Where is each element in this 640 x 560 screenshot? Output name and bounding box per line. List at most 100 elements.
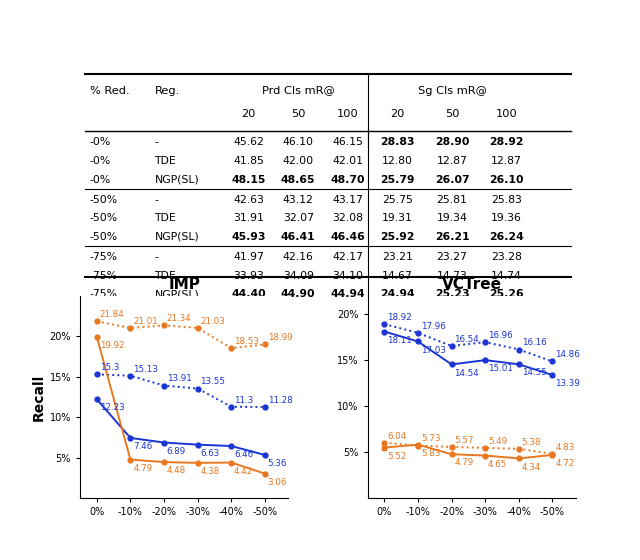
Text: 5.57: 5.57 (454, 436, 474, 445)
Text: 21.34: 21.34 (167, 314, 191, 323)
Text: 50: 50 (291, 109, 305, 119)
Text: 17.03: 17.03 (420, 346, 446, 354)
Text: 11.3: 11.3 (234, 395, 253, 405)
Text: 42.17: 42.17 (332, 252, 364, 262)
Text: 7.46: 7.46 (133, 442, 152, 451)
Text: 41.97: 41.97 (233, 252, 264, 262)
Text: 13.55: 13.55 (200, 377, 225, 386)
Text: 46.15: 46.15 (332, 137, 364, 147)
Text: 26.24: 26.24 (489, 232, 524, 242)
Text: 20: 20 (241, 109, 256, 119)
Text: 19.31: 19.31 (382, 213, 413, 223)
Text: 23.21: 23.21 (382, 252, 413, 262)
Text: 44.40: 44.40 (231, 289, 266, 299)
Text: 14.86: 14.86 (556, 351, 580, 360)
Text: 28.83: 28.83 (380, 137, 415, 147)
Text: 5.73: 5.73 (420, 435, 440, 444)
Text: 100: 100 (337, 109, 358, 119)
Text: 42.01: 42.01 (332, 156, 364, 166)
Text: 26.07: 26.07 (435, 175, 469, 185)
Text: 4.72: 4.72 (556, 459, 575, 468)
Text: 6.46: 6.46 (234, 450, 253, 459)
Text: -: - (154, 137, 158, 147)
Text: 48.70: 48.70 (331, 175, 365, 185)
Text: 42.16: 42.16 (283, 252, 314, 262)
Text: 20: 20 (390, 109, 404, 119)
Text: NGP(SL): NGP(SL) (154, 232, 199, 242)
Title: IMP: IMP (168, 277, 200, 292)
Text: -50%: -50% (90, 195, 118, 204)
Text: -75%: -75% (90, 289, 118, 299)
Text: 33.93: 33.93 (233, 270, 264, 281)
Text: 41.85: 41.85 (233, 156, 264, 166)
Text: 46.41: 46.41 (281, 232, 316, 242)
Text: 43.17: 43.17 (332, 195, 364, 204)
Text: 34.10: 34.10 (332, 270, 364, 281)
Text: 6.63: 6.63 (200, 449, 220, 458)
Text: 34.09: 34.09 (283, 270, 314, 281)
Text: 17.96: 17.96 (420, 322, 445, 331)
Text: 18.92: 18.92 (387, 313, 412, 322)
Text: 50: 50 (445, 109, 460, 119)
Text: 25.79: 25.79 (380, 175, 415, 185)
Text: 15.13: 15.13 (133, 365, 158, 374)
Text: 12.80: 12.80 (382, 156, 413, 166)
Text: 12.23: 12.23 (100, 403, 124, 412)
Text: 45.93: 45.93 (232, 232, 266, 242)
Text: 42.63: 42.63 (233, 195, 264, 204)
Text: 4.83: 4.83 (556, 443, 575, 452)
Text: 21.84: 21.84 (100, 310, 124, 319)
Text: 19.92: 19.92 (100, 341, 124, 350)
Text: 4.42: 4.42 (234, 466, 253, 475)
Text: Sg Cls mR@: Sg Cls mR@ (417, 86, 486, 96)
Text: 14.55: 14.55 (522, 368, 547, 377)
Text: 23.28: 23.28 (491, 252, 522, 262)
Text: 48.65: 48.65 (281, 175, 316, 185)
Text: -0%: -0% (90, 175, 111, 185)
Text: 5.38: 5.38 (522, 438, 541, 447)
Text: -: - (154, 195, 158, 204)
Text: -50%: -50% (90, 232, 118, 242)
Text: 21.03: 21.03 (200, 317, 225, 326)
Text: 5.52: 5.52 (387, 452, 406, 461)
Text: 12.87: 12.87 (436, 156, 467, 166)
Text: 48.15: 48.15 (232, 175, 266, 185)
Text: 4.48: 4.48 (167, 466, 186, 475)
Text: 18.53: 18.53 (234, 337, 259, 346)
Text: 46.46: 46.46 (330, 232, 365, 242)
Text: 6.04: 6.04 (387, 432, 406, 441)
Text: 5.49: 5.49 (488, 437, 508, 446)
Text: NGP(SL): NGP(SL) (154, 175, 199, 185)
Text: 4.65: 4.65 (488, 460, 508, 469)
Text: 4.79: 4.79 (454, 459, 474, 468)
Text: 5.83: 5.83 (420, 449, 440, 458)
Text: 5.36: 5.36 (268, 459, 287, 468)
Text: -0%: -0% (90, 156, 111, 166)
Text: 4.34: 4.34 (522, 463, 541, 472)
Text: 25.81: 25.81 (436, 195, 467, 204)
Text: 25.83: 25.83 (491, 195, 522, 204)
Text: 25.23: 25.23 (435, 289, 469, 299)
Text: 18.11: 18.11 (387, 335, 412, 344)
Text: 32.07: 32.07 (283, 213, 314, 223)
Title: VCTree: VCTree (442, 277, 502, 292)
Text: 44.90: 44.90 (281, 289, 316, 299)
Text: 25.26: 25.26 (489, 289, 524, 299)
Text: 25.75: 25.75 (382, 195, 413, 204)
Text: 11.28: 11.28 (268, 396, 292, 405)
Text: -75%: -75% (90, 252, 118, 262)
Text: 42.00: 42.00 (283, 156, 314, 166)
Text: 46.10: 46.10 (283, 137, 314, 147)
Text: 14.67: 14.67 (382, 270, 413, 281)
Text: 3.06: 3.06 (268, 478, 287, 487)
Text: 32.08: 32.08 (332, 213, 364, 223)
Text: TDE: TDE (154, 156, 176, 166)
Text: 12.87: 12.87 (491, 156, 522, 166)
Text: 19.34: 19.34 (436, 213, 467, 223)
Text: 16.54: 16.54 (454, 335, 479, 344)
Text: 24.94: 24.94 (380, 289, 415, 299)
Text: 26.21: 26.21 (435, 232, 469, 242)
Text: -0%: -0% (90, 137, 111, 147)
Text: 28.92: 28.92 (490, 137, 524, 147)
Text: -75%: -75% (90, 270, 118, 281)
